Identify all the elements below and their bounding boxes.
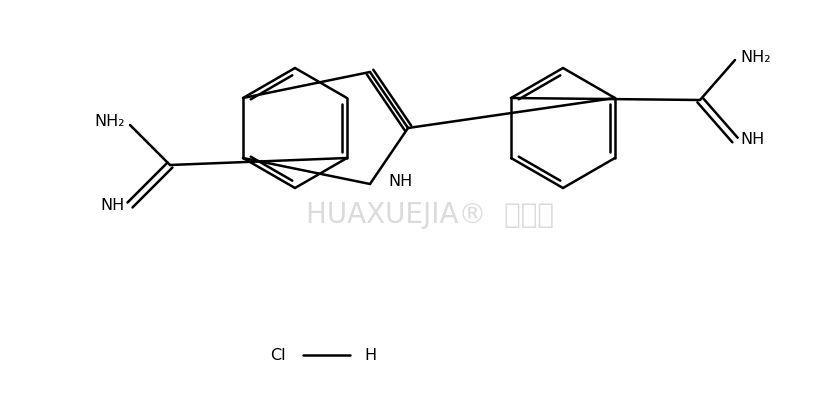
- Text: NH: NH: [101, 198, 125, 212]
- Text: NH₂: NH₂: [740, 50, 770, 64]
- Text: NH: NH: [388, 174, 412, 190]
- Text: NH₂: NH₂: [95, 114, 125, 130]
- Text: H: H: [364, 348, 376, 362]
- Text: HUAXUEJIA®  化学加: HUAXUEJIA® 化学加: [306, 201, 554, 229]
- Text: Cl: Cl: [270, 348, 286, 362]
- Text: NH: NH: [740, 132, 764, 148]
